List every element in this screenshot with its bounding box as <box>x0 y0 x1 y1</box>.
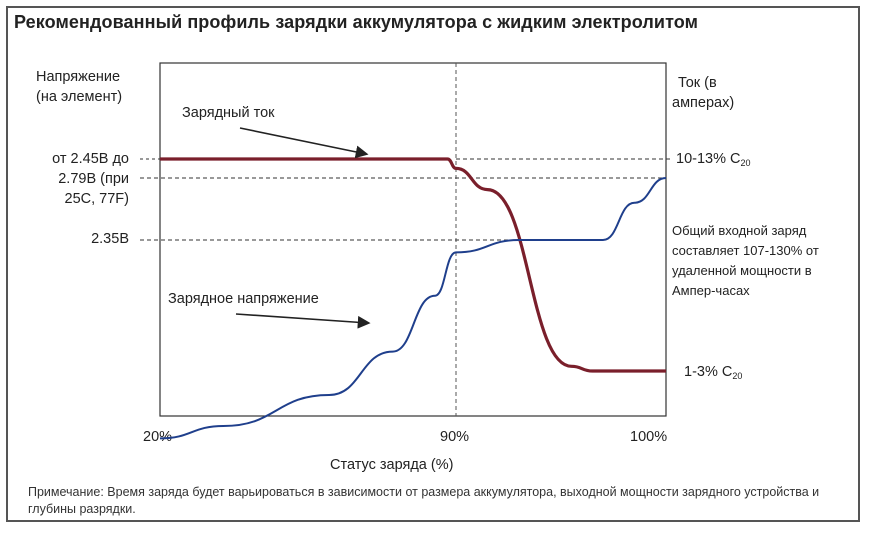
left-axis-title-line1: Напряжение <box>36 69 121 85</box>
left-tick-high-line2: 2.79В (при <box>58 171 129 187</box>
right-tick-high: 10-13% C20 <box>676 151 751 168</box>
annotation-right-line3: удаленной мощности в <box>672 263 812 278</box>
left-axis-title-line2: (на элемент) <box>36 89 123 105</box>
left-tick-mid: 2.35В <box>91 231 129 247</box>
voltage-series-label: Зарядное напряжение <box>168 291 319 307</box>
plot-area-border <box>159 62 667 417</box>
annotation-right-line1: Общий входной заряд <box>672 223 807 238</box>
right-tick-low: 1-3% C20 <box>684 364 743 381</box>
annotation-right-line4: Ампер-часах <box>672 283 750 298</box>
x-tick-100: 100% <box>630 429 668 445</box>
x-tick-90: 90% <box>440 429 470 445</box>
right-axis-title-line2: амперах) <box>672 95 735 111</box>
x-tick-20: 20% <box>143 429 173 445</box>
voltage-series-line <box>159 177 667 440</box>
x-axis-title: Статус заряда (%) <box>330 457 454 473</box>
right-axis-title-line1: Ток (в <box>678 75 717 91</box>
current-series-label: Зарядный ток <box>182 105 275 121</box>
voltage-label-arrow <box>235 313 371 329</box>
chart-title: Рекомендованный профиль зарядки аккумуля… <box>14 12 699 32</box>
chart-frame <box>6 6 860 522</box>
left-tick-high-line3: 25C, 77F) <box>64 191 129 207</box>
current-series-line <box>160 157 666 373</box>
left-tick-high-line1: от 2.45В до <box>52 151 129 167</box>
current-label-arrow <box>239 127 369 159</box>
footnote: Примечание: Время заряда будет варьирова… <box>28 485 820 516</box>
annotation-right-line2: составляет 107-130% от <box>672 243 819 258</box>
